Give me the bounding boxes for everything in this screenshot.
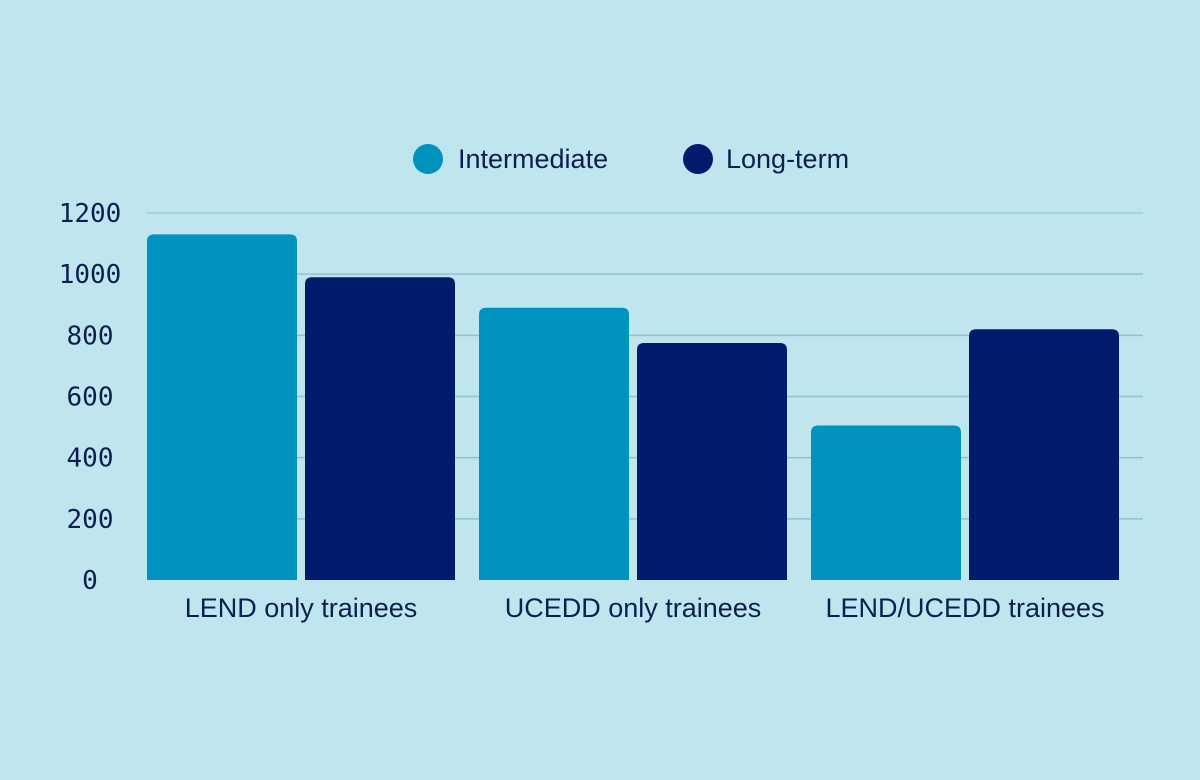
x-category-label: LEND/UCEDD trainees — [825, 593, 1104, 623]
bar-intermediate-3 — [811, 425, 961, 580]
y-tick-label: 0 — [82, 566, 98, 596]
legend-swatch-long-term — [683, 144, 713, 174]
y-tick-label: 1200 — [59, 199, 122, 229]
bar-long-term-3 — [969, 329, 1119, 580]
y-tick-label: 200 — [67, 505, 114, 535]
bar-intermediate-1 — [147, 234, 297, 581]
y-axis-ticks: 0 200 400 600 800 1000 1200 — [59, 199, 122, 596]
legend-label-long-term: Long-term — [726, 144, 849, 174]
bar-long-term-2 — [637, 342, 787, 580]
bars — [147, 234, 1119, 581]
x-axis-labels: LEND only trainees UCEDD only trainees LEN… — [185, 593, 1105, 623]
y-tick-label: 600 — [67, 383, 114, 413]
y-tick-label: 1000 — [59, 260, 122, 290]
legend-swatch-intermediate — [413, 144, 443, 174]
bar-intermediate-2 — [479, 307, 629, 580]
y-tick-label: 400 — [67, 444, 114, 474]
x-category-label: LEND only trainees — [185, 593, 418, 623]
bar-long-term-1 — [305, 277, 455, 580]
y-tick-label: 800 — [67, 321, 114, 351]
legend: Intermediate Long-term — [413, 144, 849, 174]
legend-label-intermediate: Intermediate — [458, 144, 608, 174]
x-category-label: UCEDD only trainees — [505, 593, 762, 623]
